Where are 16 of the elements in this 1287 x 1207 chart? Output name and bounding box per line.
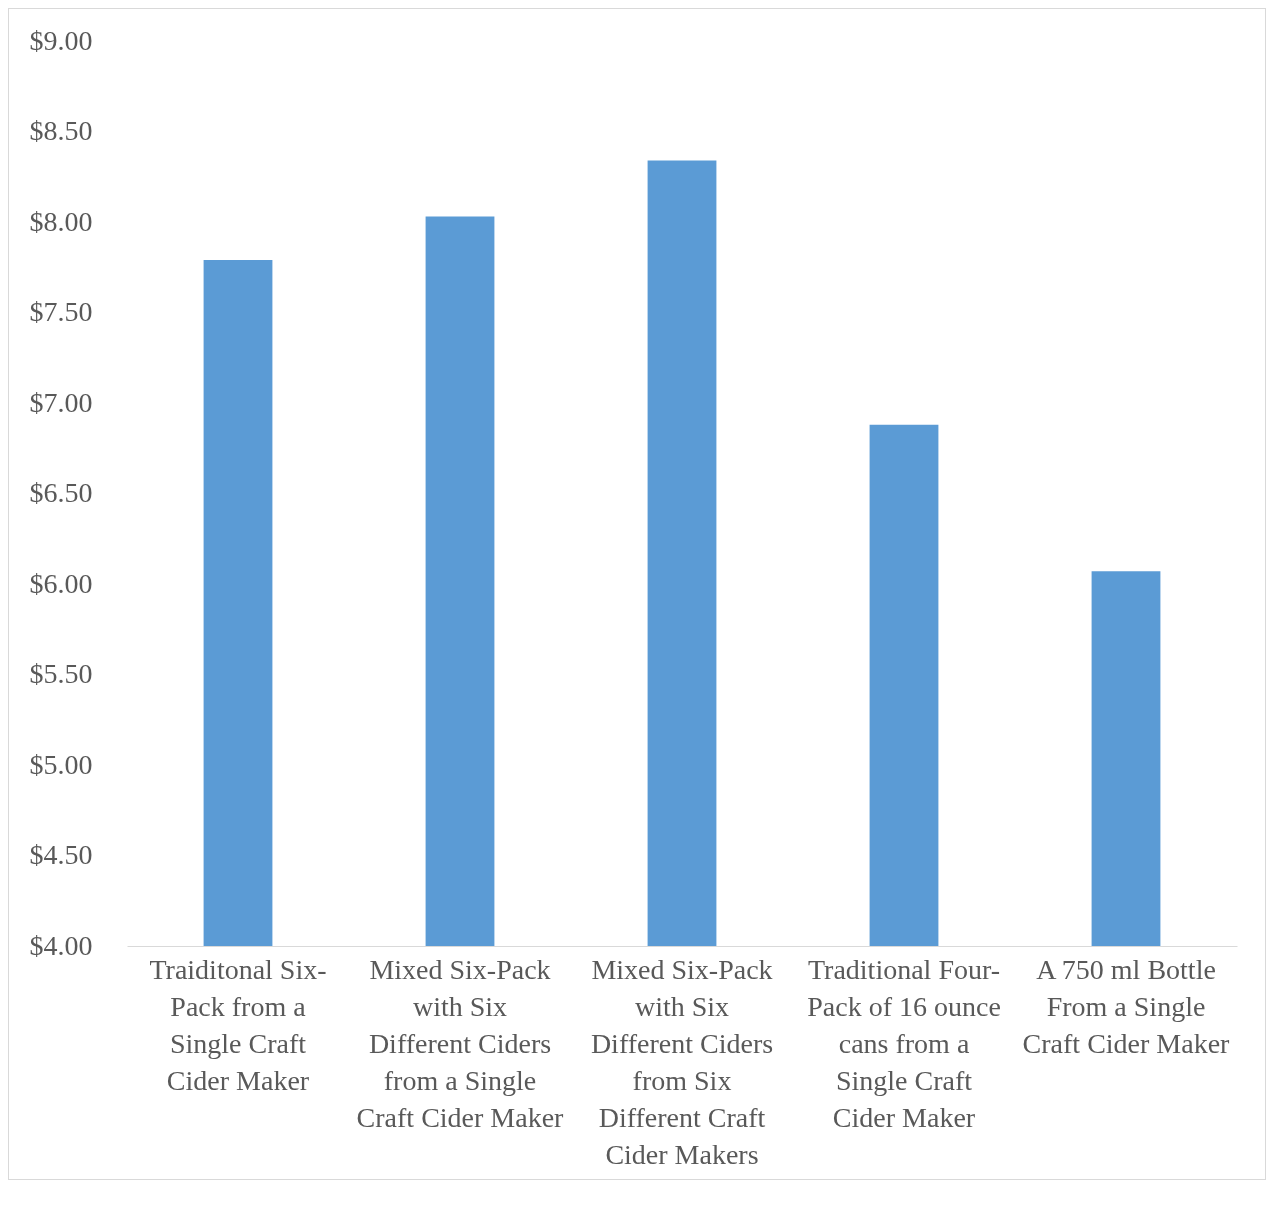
x-tick-label: A 750 ml Bottle From a Single Craft Cider Maker	[1022, 953, 1231, 1059]
y-tick-label: $6.00	[29, 567, 93, 599]
y-tick-label: $4.00	[29, 929, 93, 961]
y-tick-label: $5.00	[29, 748, 93, 780]
x-tick-label: Traditional Four-Pack of 16 ounce cans from a Single Craft Cider Maker	[807, 953, 1001, 1133]
y-tick-label: $4.50	[29, 839, 93, 870]
x-tick-label: Mixed Six-Pack with Six Different Ciders from a Single Craft Cider Maker	[356, 953, 565, 1133]
x-tick-label: Mixed Six-Pack with Six Different Ciders from Six Different Craft Cider Makers	[590, 953, 774, 1170]
y-tick-label: $6.50	[29, 477, 93, 508]
y-tick-label: $7.00	[29, 386, 93, 418]
y-tick-label: $7.50	[29, 296, 93, 327]
x-tick-label: Traiditonal Six-Pack from a Single Craft Cider Maker	[149, 953, 327, 1096]
y-tick-label: $8.00	[29, 205, 93, 237]
y-tick-label: $8.50	[29, 115, 93, 146]
y-tick-label: $5.50	[29, 658, 93, 689]
y-tick-label: $9.00	[29, 24, 93, 56]
